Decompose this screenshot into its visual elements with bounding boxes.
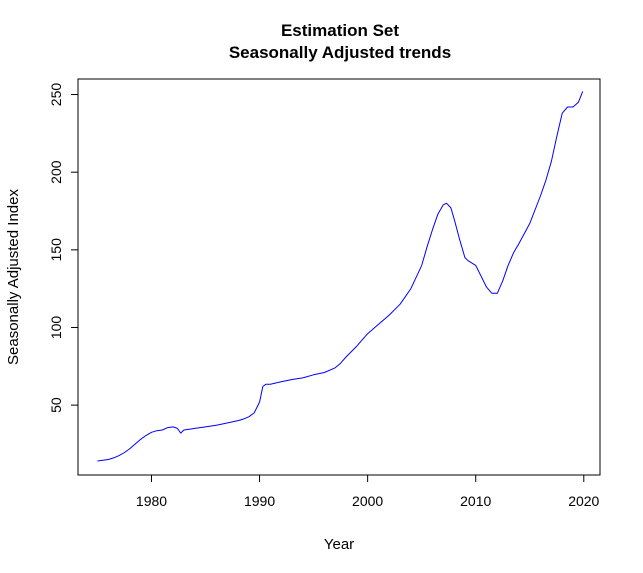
y-axis: 50 100 150 200 250 bbox=[48, 83, 79, 413]
chart-subtitle: Seasonally Adjusted trends bbox=[229, 43, 451, 62]
series-line bbox=[97, 91, 584, 462]
x-tick-label: 2020 bbox=[568, 493, 599, 509]
y-tick-label: 50 bbox=[48, 397, 64, 413]
x-tick-label: 2010 bbox=[460, 493, 491, 509]
x-tick-label: 1990 bbox=[244, 493, 275, 509]
y-tick-label: 250 bbox=[48, 83, 64, 107]
y-tick-label: 100 bbox=[48, 316, 64, 340]
x-axis: 1980 1990 2000 2010 2020 bbox=[136, 474, 600, 509]
chart-title: Estimation Set bbox=[281, 21, 399, 40]
x-tick-label: 2000 bbox=[352, 493, 383, 509]
series-layer bbox=[97, 91, 584, 462]
x-tick-label: 1980 bbox=[136, 493, 167, 509]
y-axis-label: Seasonally Adjusted Index bbox=[5, 189, 22, 365]
y-tick-label: 200 bbox=[48, 160, 64, 184]
y-tick-label: 150 bbox=[48, 238, 64, 262]
plot-frame bbox=[77, 78, 601, 476]
x-axis-label: Year bbox=[324, 536, 354, 553]
